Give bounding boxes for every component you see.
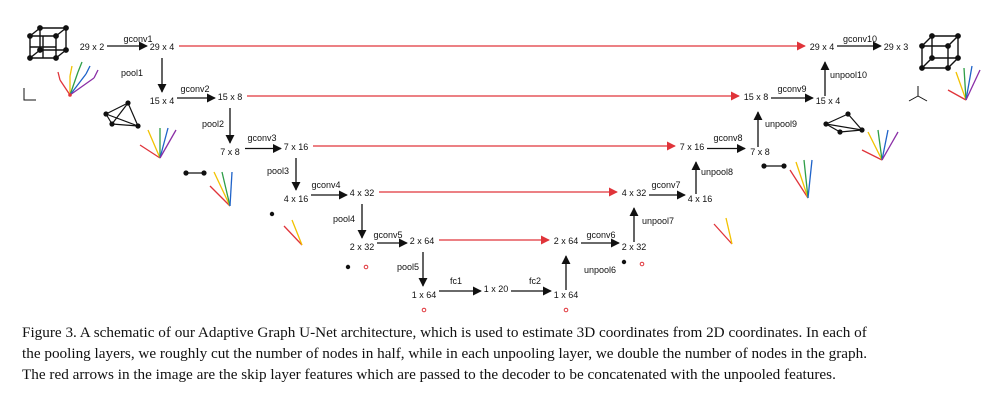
unet-diagram: gconv1 pool1 gconv2 pool2 gconv3 pool3 gconv4 p… <box>23 25 981 313</box>
pooled-graph-4-icon <box>269 211 275 217</box>
node-n9-label: 2 x 32 <box>350 242 375 252</box>
node-n23-label: 29 x 3 <box>884 42 909 52</box>
node-n15-label: 2 x 32 <box>622 242 647 252</box>
node-n20-label: 15 x 8 <box>744 92 769 102</box>
edge-pool3-label: pool3 <box>267 166 289 176</box>
caption-line: The red arrows in the image are the skip… <box>22 366 836 383</box>
edge-gconv4-label: gconv4 <box>311 180 340 190</box>
edges: gconv1 pool1 gconv2 pool2 gconv3 pool3 gconv4 p… <box>107 34 882 296</box>
node-n8-label: 4 x 32 <box>350 188 375 198</box>
3d-axes-icon <box>908 86 928 102</box>
node-n13-label: 1 x 64 <box>554 290 579 300</box>
caption-line: Figure 3. A schematic of our Adaptive Gr… <box>22 324 867 341</box>
nodes: 29 x 2 29 x 4 15 x 4 15 x 8 7 x 8 7 x 16 4 x 1… <box>80 42 909 300</box>
node-n12-label: 1 x 20 <box>484 284 509 294</box>
figure-caption: Figure 3. A schematic of our Adaptive Gr… <box>22 322 992 385</box>
edge-pool4-label: pool4 <box>333 214 355 224</box>
node-n10-label: 2 x 64 <box>410 236 435 246</box>
edge-unpool10-label: unpool10 <box>830 70 867 80</box>
pooled-hand-4-icon <box>283 219 303 246</box>
skip-connections <box>179 41 806 245</box>
edge-pool5-label: pool5 <box>397 262 419 272</box>
caption-line: the pooling layers, we roughly cut the n… <box>22 345 868 362</box>
output-hand-skeleton-icon <box>947 65 981 101</box>
2d-axes-icon <box>23 88 36 101</box>
node-n2-label: 29 x 4 <box>150 42 175 52</box>
pooled-hand-7-icon <box>209 171 233 207</box>
pooled-graph-7-icon <box>183 170 207 176</box>
node-n19-label: 7 x 8 <box>750 147 770 157</box>
bottleneck-hand-icon-2 <box>563 307 569 313</box>
node-n16-label: 4 x 32 <box>622 188 647 198</box>
edge-unpool6-label: unpool6 <box>584 265 616 275</box>
edge-fc1-label: fc1 <box>450 276 462 286</box>
unpooled-hand-7-icon <box>789 159 813 199</box>
pooled-hand-15-icon <box>139 127 177 159</box>
node-n7-label: 4 x 16 <box>284 194 309 204</box>
pooled-hand-2-icon <box>363 264 369 270</box>
edge-gconv8-label: gconv8 <box>713 133 742 143</box>
bottleneck-hand-icon <box>421 307 427 313</box>
edge-unpool8-label: unpool8 <box>701 167 733 177</box>
edge-pool2-label: pool2 <box>202 119 224 129</box>
node-n5-label: 7 x 8 <box>220 147 240 157</box>
edge-unpool7-label: unpool7 <box>642 216 674 226</box>
edge-pool1-label: pool1 <box>121 68 143 78</box>
node-n18-label: 7 x 16 <box>680 142 705 152</box>
unpooled-graph-2-icon <box>621 259 627 265</box>
node-n14-label: 2 x 64 <box>554 236 579 246</box>
node-n4-label: 15 x 8 <box>218 92 243 102</box>
unpooled-hand-2-icon <box>639 261 645 267</box>
edge-gconv1-label: gconv1 <box>123 34 152 44</box>
unpooled-hand-15-icon <box>861 129 899 161</box>
edge-gconv5-label: gconv5 <box>373 230 402 240</box>
node-n6-label: 7 x 16 <box>284 142 309 152</box>
input-hand-skeleton-icon <box>57 61 99 97</box>
edge-gconv10-label: gconv10 <box>843 34 877 44</box>
pooled-graph-15-icon <box>103 100 141 129</box>
edge-unpool9-label: unpool9 <box>765 119 797 129</box>
edge-gconv3-label: gconv3 <box>247 133 276 143</box>
node-n3-label: 15 x 4 <box>150 96 175 106</box>
edge-gconv9-label: gconv9 <box>777 84 806 94</box>
output-cube-graph-icon <box>919 33 961 71</box>
node-n1-label: 29 x 2 <box>80 42 105 52</box>
pooled-graph-2-icon <box>345 264 351 270</box>
node-n11-label: 1 x 64 <box>412 290 437 300</box>
edge-fc2-label: fc2 <box>529 276 541 286</box>
edge-gconv6-label: gconv6 <box>586 230 615 240</box>
edge-gconv2-label: gconv2 <box>180 84 209 94</box>
edge-gconv7-label: gconv7 <box>651 180 680 190</box>
input-cube-graph-icon <box>27 25 69 61</box>
node-n17-label: 4 x 16 <box>688 194 713 204</box>
unpooled-graph-15-icon <box>823 111 865 135</box>
node-n22-label: 29 x 4 <box>810 42 835 52</box>
node-n21-label: 15 x 4 <box>816 96 841 106</box>
unpooled-hand-4-icon <box>713 217 733 245</box>
unpooled-graph-7-icon <box>761 163 787 169</box>
